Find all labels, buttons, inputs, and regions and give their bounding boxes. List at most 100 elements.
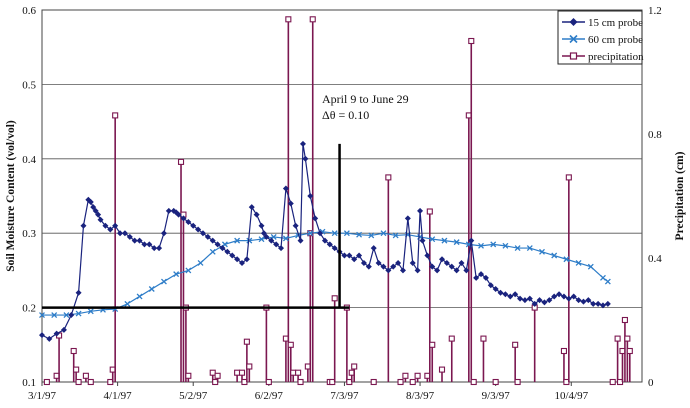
probe-15cm-point — [531, 300, 538, 307]
precip-point — [448, 335, 455, 342]
probe-15cm-point — [434, 267, 441, 274]
precip-point — [414, 372, 421, 379]
probe-15cm-point — [448, 263, 455, 270]
probe-15cm-point — [68, 312, 75, 319]
probe-15cm-point — [512, 291, 519, 298]
probe-60cm-point — [234, 237, 241, 244]
y-tick-label: 0.1 — [22, 377, 36, 389]
probe-60cm-point — [551, 252, 558, 259]
probe-15cm-point — [517, 295, 524, 302]
legend: 15 cm probe 60 cm probe precipitation — [557, 10, 644, 65]
probe-15cm-point — [380, 263, 387, 270]
probe-15cm-point — [409, 259, 416, 266]
probe-15cm-point — [165, 207, 172, 214]
probe-15cm-point — [560, 293, 567, 300]
probe-15cm-point — [526, 295, 533, 302]
precip-point — [397, 378, 404, 386]
probe-15cm-point — [439, 256, 445, 263]
probe-60cm-point — [209, 248, 216, 255]
probe-15cm-point — [417, 207, 424, 214]
probe-15cm-point — [75, 289, 82, 296]
precip-point — [209, 369, 216, 376]
probe-15cm-point — [478, 271, 485, 278]
probe-15cm-point — [404, 215, 411, 222]
probe-60cm-point — [453, 239, 460, 246]
probe-15cm-point — [575, 297, 582, 304]
probe-15cm-point — [541, 299, 548, 306]
precip-point — [385, 174, 392, 181]
precip-point — [429, 341, 436, 348]
probe-15cm-point — [565, 295, 572, 302]
annotation-delta-theta: Δθ = 0.10 — [322, 108, 369, 122]
probe-15cm-point — [95, 211, 102, 218]
precip-point — [370, 378, 377, 386]
probe-15cm-point — [570, 293, 577, 300]
precip-point — [87, 378, 94, 386]
probe-15cm-point — [190, 222, 197, 229]
probe-60cm-point — [539, 248, 545, 255]
probe-15cm-series — [39, 140, 611, 342]
probe-15cm-point — [312, 215, 319, 222]
probe-15cm-point — [551, 293, 558, 300]
probe-60cm-point — [39, 312, 45, 318]
probe-15cm-point — [326, 241, 333, 248]
probe-15cm-point — [297, 237, 304, 244]
legend-item-60cm: 60 cm probe — [562, 34, 643, 46]
probe-15cm-point — [321, 237, 328, 244]
probe-60cm-point — [173, 271, 180, 278]
precip-point — [351, 363, 358, 370]
probe-15cm-point — [117, 230, 124, 237]
probe-15cm-point — [121, 230, 128, 237]
probe-15cm-point — [341, 252, 348, 259]
precip-point — [512, 341, 519, 348]
precip-point — [265, 378, 272, 386]
legend-item-15cm: 15 cm probe — [562, 17, 643, 29]
probe-15cm-point — [360, 259, 367, 266]
probe-60cm-point — [368, 232, 375, 239]
precip-point — [402, 372, 409, 379]
probe-15cm-point — [258, 222, 265, 229]
precip-point — [238, 369, 246, 376]
precip-point — [468, 37, 475, 45]
probe-15cm-point — [502, 291, 509, 298]
probe-15cm-point — [580, 298, 587, 305]
precip-point — [309, 16, 316, 23]
probe-15cm-point — [395, 259, 402, 266]
probe-60cm-point — [604, 278, 611, 285]
probe-15cm-point — [102, 222, 109, 229]
x-tick-label: 3/1/97 — [28, 390, 57, 402]
annotation: April 9 to June 29 Δθ = 0.10 — [42, 92, 409, 309]
probe-15cm-point — [214, 241, 221, 248]
probe-15cm-point — [482, 274, 489, 281]
precip-point — [290, 369, 297, 376]
probe-15cm-point — [492, 286, 499, 292]
legend-label-15cm: 15 cm probe — [588, 17, 643, 29]
precip-point — [409, 378, 416, 386]
x-marker-icon — [569, 34, 578, 44]
probe-60cm-point — [526, 245, 533, 252]
y2-axis-ticks: 0 0.4 0.8 1.2 — [648, 5, 662, 389]
probe-15cm-point — [273, 241, 280, 248]
probe-60cm-point — [136, 293, 143, 300]
precip-point — [214, 372, 221, 379]
probe-15cm-point — [204, 233, 211, 240]
precip-point — [243, 338, 250, 345]
precip-point — [438, 366, 446, 373]
probe-15cm-point — [248, 204, 255, 211]
precip-point — [331, 295, 338, 302]
probe-15cm-point — [497, 289, 504, 296]
probe-15cm-point — [253, 211, 260, 218]
precip-point — [234, 369, 241, 376]
precip-point — [43, 378, 50, 386]
probe-15cm-point — [443, 259, 450, 266]
probe-15cm-point — [199, 230, 206, 237]
precip-point — [426, 208, 433, 215]
precip-point — [73, 366, 80, 373]
probe-15cm-point — [429, 263, 436, 270]
probe-15cm-point — [151, 245, 158, 252]
y-tick-label: 0.5 — [22, 79, 36, 91]
probe-15cm-point — [370, 245, 377, 252]
precip-point — [285, 16, 292, 23]
probe-15cm-point — [126, 233, 133, 240]
probe-15cm-point — [556, 291, 563, 298]
